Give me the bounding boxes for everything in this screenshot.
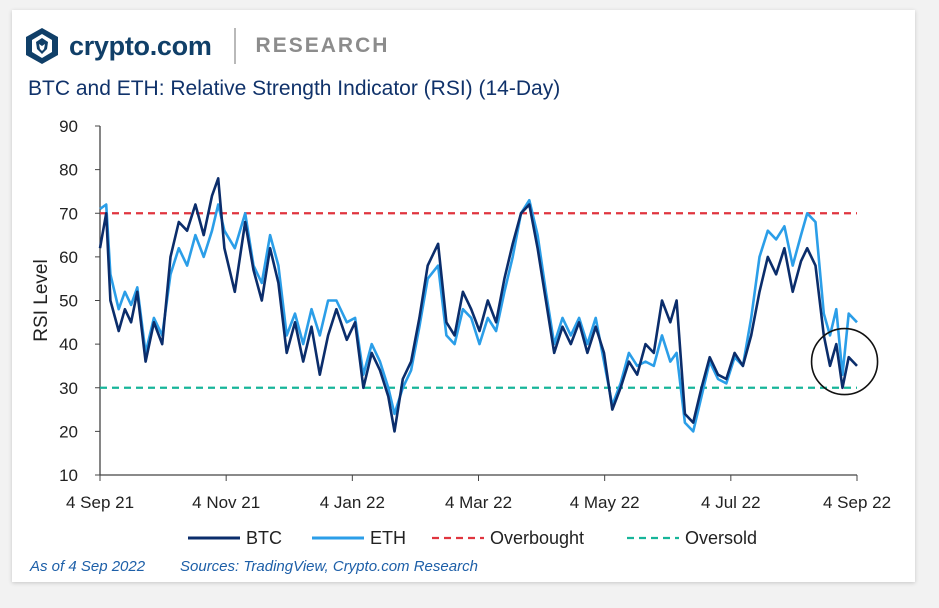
y-tick-label: 90 bbox=[59, 117, 78, 136]
brand-divider bbox=[233, 28, 236, 64]
legend-label-btc: BTC bbox=[246, 528, 282, 548]
x-tick-label: 4 Jul 22 bbox=[701, 493, 761, 512]
chart-title: BTC and ETH: Relative Strength Indicator… bbox=[28, 77, 561, 100]
x-tick-label: 4 Mar 22 bbox=[445, 493, 512, 512]
x-tick-label: 4 May 22 bbox=[570, 493, 640, 512]
y-tick-label: 80 bbox=[59, 161, 78, 180]
annotation-circle bbox=[810, 327, 879, 396]
legend-label-eth: ETH bbox=[370, 528, 406, 548]
y-tick-label: 60 bbox=[59, 248, 78, 267]
footer-date: As of 4 Sep 2022 bbox=[30, 558, 146, 575]
legend-label-oversold: Oversold bbox=[685, 528, 757, 548]
y-tick-label: 30 bbox=[59, 379, 78, 398]
x-tick-label: 4 Sep 21 bbox=[66, 493, 134, 512]
x-tick-label: 4 Sep 22 bbox=[823, 493, 891, 512]
y-tick-label: 20 bbox=[59, 422, 78, 441]
x-tick-label: 4 Jan 22 bbox=[320, 493, 385, 512]
y-tick-label: 40 bbox=[59, 335, 78, 354]
y-tick-label: 70 bbox=[59, 204, 78, 223]
brand-name: crypto.com bbox=[69, 30, 212, 61]
y-tick-label: 10 bbox=[59, 466, 78, 485]
brand-header: crypto.com RESEARCH bbox=[25, 28, 389, 64]
y-axis-label: RSI Level bbox=[31, 259, 52, 341]
brand-section-label: RESEARCH bbox=[255, 34, 390, 57]
x-tick-label: 4 Nov 21 bbox=[192, 493, 260, 512]
series-line-eth bbox=[99, 198, 858, 433]
y-tick-label: 50 bbox=[59, 292, 78, 311]
series-line-btc bbox=[98, 177, 858, 433]
legend-label-overbought: Overbought bbox=[490, 528, 584, 548]
footer-sources: Sources: TradingView, Crypto.com Researc… bbox=[180, 558, 478, 575]
crypto-com-lion-logo-icon bbox=[26, 28, 58, 64]
